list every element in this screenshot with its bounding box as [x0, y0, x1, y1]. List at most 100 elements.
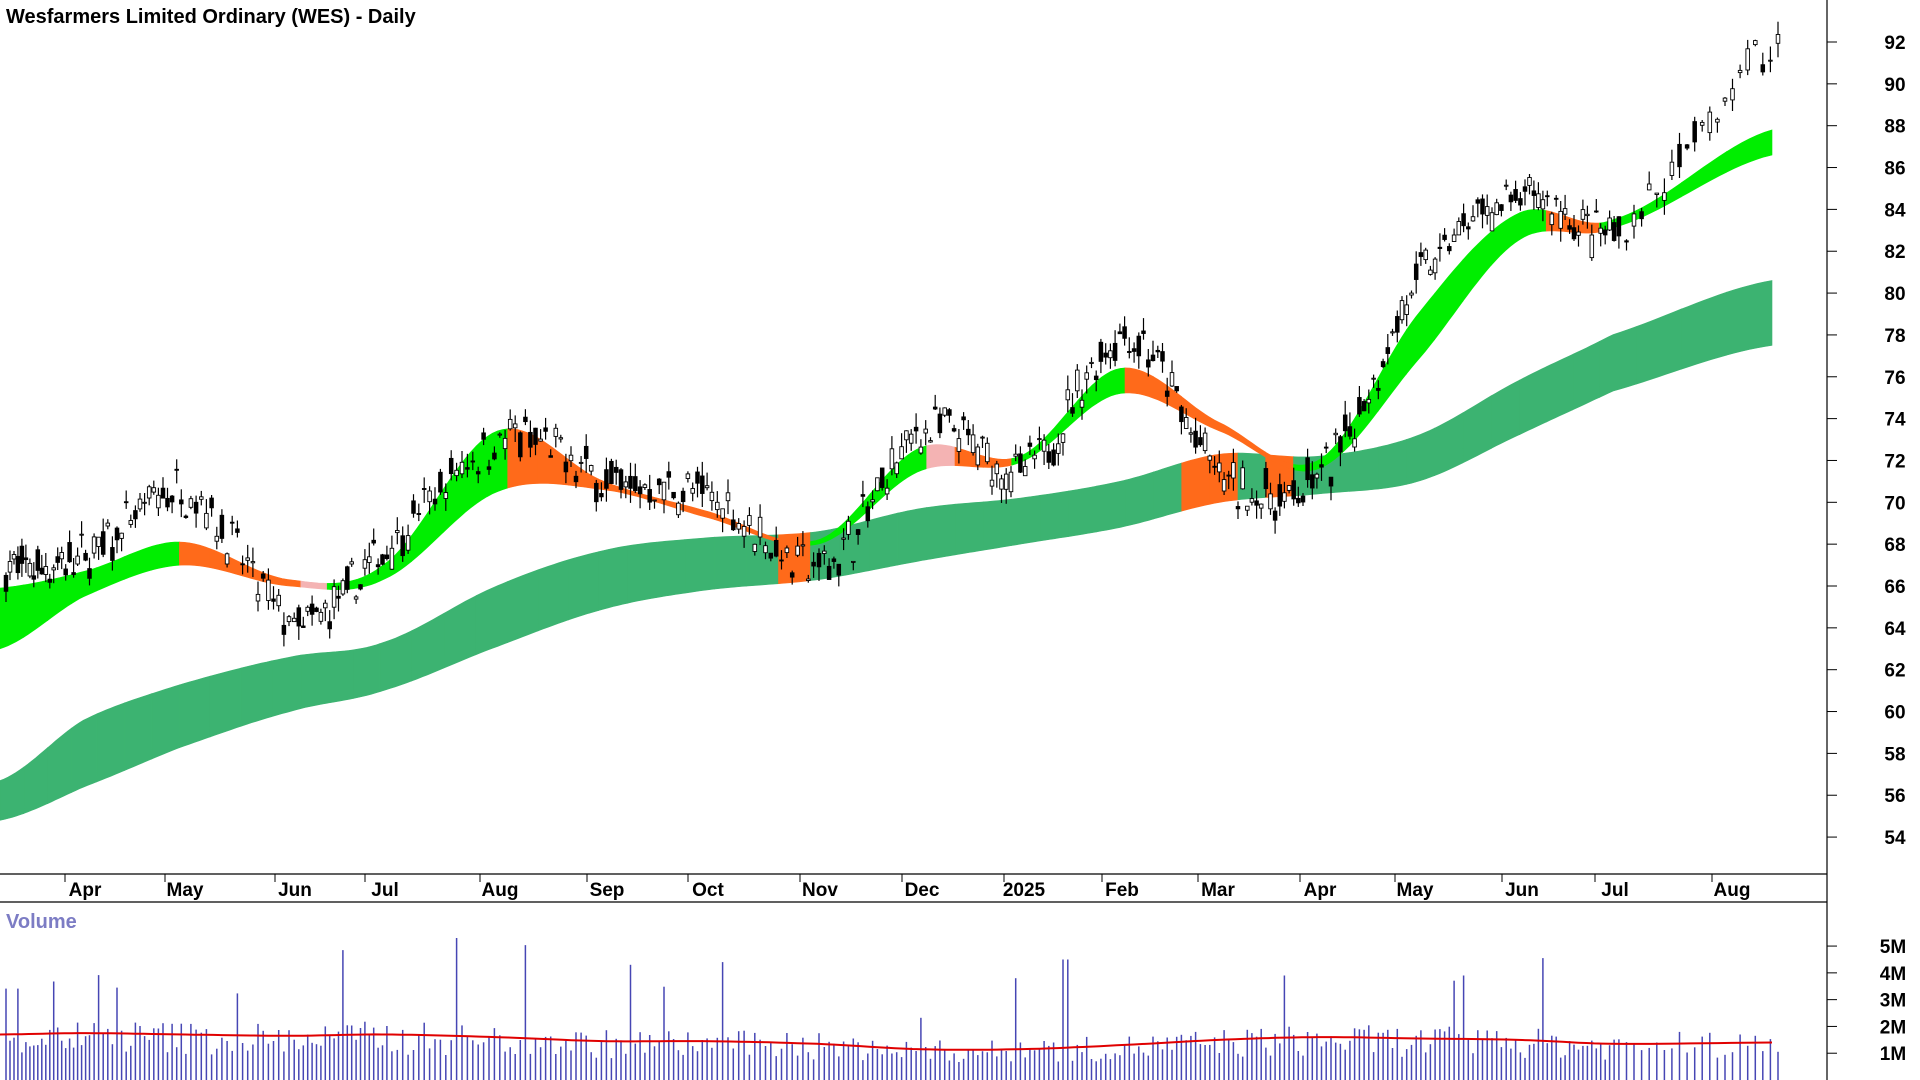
candle-body — [709, 491, 715, 502]
candle-body — [1442, 234, 1447, 240]
candle-body — [51, 567, 56, 571]
candle-body — [518, 432, 523, 458]
candle-body — [618, 469, 624, 490]
candle-body — [31, 575, 37, 580]
candle-body — [894, 462, 899, 475]
candle-body — [1404, 304, 1409, 315]
volume-tick-label: 5M — [1880, 937, 1906, 958]
candle-body — [465, 467, 470, 470]
candle-body — [323, 602, 328, 609]
long-ma-band-segment — [655, 539, 686, 598]
candle-body — [1155, 349, 1161, 353]
candle-body — [128, 520, 134, 525]
candle-body — [652, 499, 657, 502]
long-ma-band-segment — [326, 649, 354, 704]
candle-body — [443, 492, 449, 499]
candle-body — [1558, 210, 1563, 229]
candle-body — [345, 566, 350, 590]
candle-body — [918, 446, 924, 454]
candle-body — [1437, 246, 1443, 249]
candle-body — [671, 491, 676, 499]
candle-body — [1098, 341, 1104, 362]
candle-body — [327, 621, 332, 630]
candle-body — [961, 416, 966, 421]
price-tick-label: 58 — [1884, 744, 1905, 765]
candle-body — [1380, 361, 1386, 368]
candle-body — [1240, 467, 1245, 490]
candle-body — [1536, 193, 1541, 208]
candle-body — [1447, 246, 1452, 252]
candle-body — [661, 481, 667, 501]
price-tick-label: 62 — [1884, 661, 1905, 682]
candle-body — [1677, 143, 1682, 168]
candle-body — [405, 535, 411, 551]
candle-body — [999, 478, 1004, 490]
candle-body — [1231, 462, 1236, 479]
candle-body — [609, 460, 614, 484]
candle-body — [637, 486, 643, 495]
candle-body — [23, 557, 29, 561]
candle-body — [588, 465, 594, 472]
candle-body — [1361, 401, 1367, 412]
candle-body — [553, 427, 559, 437]
candle-body — [1730, 88, 1735, 101]
candle-body — [1549, 213, 1555, 226]
candle-body — [286, 616, 292, 623]
candle-body — [904, 430, 909, 441]
candle-body — [133, 510, 138, 520]
long-ma-band-segment — [1096, 479, 1126, 533]
candle-body — [1662, 192, 1667, 201]
candle-body — [1051, 449, 1056, 466]
candle-body — [1018, 453, 1023, 473]
candle-body — [841, 537, 846, 540]
candle-body — [1003, 473, 1009, 490]
candle-body — [1070, 407, 1075, 414]
candle-body — [1065, 389, 1071, 401]
candle-body — [647, 489, 652, 503]
candle-body — [1245, 505, 1250, 511]
price-tick-label: 76 — [1884, 368, 1905, 389]
candle-body — [1545, 195, 1550, 198]
price-tick-label: 90 — [1884, 75, 1905, 96]
price-tick-label: 84 — [1884, 200, 1906, 221]
candle-body — [1598, 227, 1603, 234]
price-tick-label: 64 — [1884, 619, 1906, 640]
long-ma-band-segment — [124, 693, 153, 771]
candle-body — [1470, 216, 1476, 222]
candle-body — [1338, 436, 1343, 453]
candle-body — [1174, 386, 1179, 392]
candle-body — [583, 445, 589, 459]
candle-body — [454, 469, 459, 477]
long-ma-band-segment — [1349, 446, 1379, 492]
candle-body — [250, 561, 256, 564]
candle-body — [1553, 197, 1559, 200]
long-ma-band-segment — [567, 551, 599, 621]
candle-body — [1060, 433, 1066, 443]
candle-body — [71, 572, 76, 575]
time-tick-label: Oct — [692, 880, 724, 901]
candle-body — [39, 567, 45, 575]
candle-body — [975, 446, 981, 466]
candle-body — [994, 463, 1000, 475]
candle-body — [1562, 208, 1568, 215]
candle-body — [1249, 498, 1255, 503]
short-ma-band-segment — [926, 444, 956, 469]
price-tick-label: 54 — [1884, 828, 1906, 849]
candle-body — [1352, 438, 1357, 448]
candle-body — [725, 492, 731, 502]
candle-body — [1654, 192, 1660, 195]
candle-body — [1580, 209, 1586, 220]
candle-body — [255, 593, 261, 602]
short-ma-band-segment — [0, 584, 25, 650]
short-ma-band-segment — [1726, 129, 1773, 173]
long-ma-band-segment — [240, 660, 273, 727]
time-tick-label: Jul — [371, 880, 398, 901]
time-tick-label: Nov — [802, 880, 838, 901]
long-ma-band-segment — [151, 684, 180, 760]
candle-body — [1646, 183, 1652, 191]
candle-body — [599, 493, 604, 498]
long-ma-band-segment — [982, 498, 1013, 551]
candle-body — [1235, 506, 1241, 510]
candle-body — [179, 499, 184, 505]
candle-body — [715, 501, 720, 511]
